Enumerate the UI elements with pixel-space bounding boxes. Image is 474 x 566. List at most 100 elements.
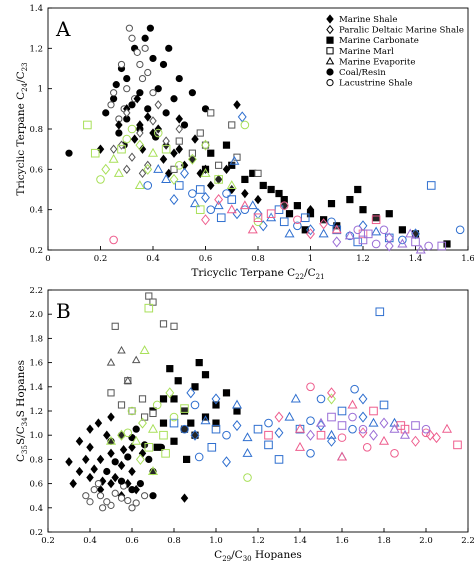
panel-b-data-point	[369, 429, 378, 441]
panel-b-letter: B	[56, 299, 71, 323]
panel-b-data-point	[144, 303, 154, 313]
panel-a-letter: A	[55, 17, 71, 41]
panel-a-data-point	[237, 111, 247, 123]
panel-a-data-point	[259, 181, 267, 190]
legend-item: Marine Shale	[326, 14, 398, 25]
x-tick-label: 1.4	[293, 536, 307, 546]
x-tick-label: 0.2	[94, 254, 108, 264]
panel-b-data-point	[96, 454, 105, 465]
panel-a-data-point	[293, 202, 301, 210]
panel-b-data-point	[379, 417, 389, 429]
legend-marker	[325, 56, 335, 65]
panel-a-data-point	[206, 205, 216, 214]
panel-a-data-point	[144, 68, 152, 77]
panel-a-data-point	[233, 100, 241, 110]
panel-a-data-point	[359, 206, 367, 214]
panel-b-data-point	[201, 371, 210, 379]
panel-a-data-point	[353, 225, 363, 235]
panel-b-data-point	[145, 455, 153, 463]
panel-b-data-point	[99, 504, 107, 512]
legend-label: Lacustrine Shale	[339, 79, 413, 89]
panel-b-data-point	[211, 393, 221, 405]
panel-b-data-point	[111, 489, 119, 497]
panel-b-data-point	[111, 458, 119, 466]
panel-a-data-point	[154, 85, 162, 93]
panel-a-data-point	[149, 116, 157, 126]
panel-b-data-point	[170, 395, 178, 403]
panel-b-data-point	[264, 418, 273, 428]
legend-marker	[326, 36, 334, 44]
panel-b-data-point	[274, 427, 284, 439]
panel-a-data-point	[214, 194, 224, 206]
panel-b-ticks: 0.2 0.4 0.6 0.8 1.0 1.2 1.4 1.6 1.8 2.0 2.2 0.2 0.4 0…	[29, 286, 474, 546]
panel-a-data-point	[229, 155, 240, 165]
panel-a-data-point	[372, 214, 380, 222]
panel-a-data-point	[318, 228, 329, 238]
panel-a-data-point	[159, 154, 168, 164]
legend-marker	[326, 14, 334, 24]
panel-a-data-point	[247, 224, 258, 234]
panel-b-data-point	[306, 429, 315, 441]
panel-b-data-point	[183, 455, 191, 463]
panel-b-data-point	[191, 383, 199, 391]
panel-b-xlabel: C29/C30 Hopanes	[214, 549, 302, 563]
panel-a-data-point	[146, 24, 154, 32]
panel-b-data-point	[86, 472, 94, 483]
panel-a-data-point	[293, 215, 302, 225]
panel-a-data-point	[385, 210, 393, 218]
panel-b-data-point	[358, 424, 368, 434]
panel-b-data-point	[242, 432, 253, 442]
x-tick-label: 1.2	[356, 254, 370, 264]
x-tick-label: 0.8	[251, 254, 265, 264]
panel-b-data-point	[103, 498, 111, 506]
panel-b-data-point	[103, 467, 111, 476]
panel-a-data-point	[241, 175, 249, 184]
x-tick-label: 2.2	[461, 536, 474, 546]
panel-a-data-point	[180, 121, 189, 129]
panel-b-data-point	[264, 430, 273, 440]
panel-a-data-point	[96, 175, 105, 184]
panel-a-data-point	[96, 144, 105, 154]
panel-b-data-point	[128, 407, 136, 415]
panel-b-data-point	[211, 424, 221, 434]
panel-b-data-point	[166, 365, 174, 373]
panel-a-data-point	[65, 149, 73, 157]
panel-a-data-point	[128, 34, 136, 42]
panel-b-data-point	[212, 419, 220, 427]
panel-b-data-point	[187, 419, 195, 427]
panel-b-data-point	[306, 449, 315, 458]
panel-a-data-point	[123, 164, 131, 175]
panel-b-data-point	[337, 406, 347, 416]
panel-a-data-point	[300, 213, 310, 223]
panel-b-data-point	[111, 322, 119, 330]
panel-b-data-point	[138, 395, 147, 403]
panel-b-data-point	[264, 440, 273, 450]
panel-a-data-point	[415, 244, 426, 254]
x-tick-label: 1	[308, 254, 313, 264]
panel-a-data-point	[141, 34, 149, 42]
panel-b-data-point	[362, 443, 372, 452]
panel-b-data-point	[378, 435, 390, 445]
panel-b-data-point	[212, 401, 220, 409]
panel-a-data-point	[123, 85, 131, 93]
panel-a-data-point	[144, 112, 152, 122]
panel-b-data-point	[107, 448, 115, 459]
panel-a: A 0 0.2 0.4 0.6 0.8 1 1.2 1.4 1.60.20.40.60.811.…	[15, 4, 474, 281]
x-tick-label: 0.8	[167, 536, 181, 546]
panel-b-data-point	[180, 493, 189, 503]
panel-b-data-point	[327, 393, 336, 405]
panel-a-data-point	[188, 154, 197, 164]
panel-b-data-point	[222, 430, 231, 440]
panel-b-data-point	[141, 413, 149, 421]
y-tick-label: 1.4	[29, 383, 43, 393]
panel-b-data-point	[174, 377, 182, 385]
panel-b-data-point	[123, 376, 133, 384]
panel-a-data-point	[443, 240, 451, 248]
panel-b-data-point	[170, 437, 178, 445]
panel-a-data-point	[279, 201, 289, 210]
panel-b-data-point	[131, 435, 142, 445]
panel-b-data-point	[232, 419, 242, 432]
panel-b-data-point	[128, 486, 136, 494]
panel-b-data-point	[337, 421, 347, 430]
panel-a-data-point	[455, 225, 465, 235]
